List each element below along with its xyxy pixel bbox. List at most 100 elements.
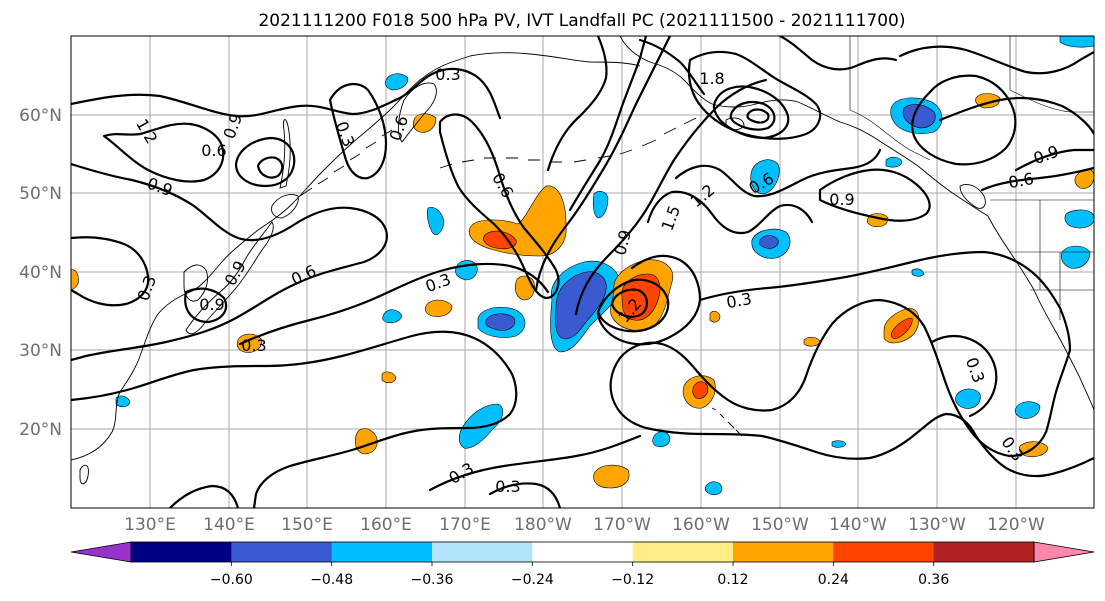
pv-contour-line bbox=[698, 250, 1072, 352]
lat-label: 20°N bbox=[19, 420, 62, 440]
colorbar-extend-min bbox=[70, 541, 132, 563]
positive-anomaly-region bbox=[424, 299, 453, 317]
negative-anomaly-region bbox=[911, 268, 925, 277]
positive-anomaly-region bbox=[412, 113, 437, 133]
negative-anomaly-region bbox=[652, 431, 671, 448]
vancouver-island bbox=[959, 184, 986, 209]
lon-label: 120°W bbox=[987, 515, 1045, 535]
negative-anomaly-region bbox=[750, 159, 780, 195]
kamchatka-coastline bbox=[397, 82, 437, 143]
lat-label: 60°N bbox=[19, 106, 62, 126]
lon-label: 170°W bbox=[593, 515, 651, 535]
pv-contours bbox=[71, 36, 1094, 508]
colorbar-segment bbox=[933, 542, 1035, 562]
pv-contour-line bbox=[596, 278, 670, 333]
pv-contour-line bbox=[328, 82, 388, 180]
negative-anomaly-region bbox=[1064, 209, 1094, 229]
colorbar-segment bbox=[532, 542, 634, 562]
pv-contour-line bbox=[1014, 148, 1094, 172]
negative-anomaly-region bbox=[555, 271, 607, 340]
colorbar-segment bbox=[432, 542, 533, 562]
contour-label: 0.9 bbox=[199, 295, 224, 314]
positive-anomaly-region bbox=[692, 381, 709, 399]
contour-label: 0.3 bbox=[241, 336, 266, 355]
negative-anomaly-region bbox=[426, 207, 445, 235]
contour-label: 0.3 bbox=[725, 289, 753, 312]
colorbar-ticks: −0.60 −0.48 −0.36 −0.24 −0.12 0.12 0.24 0.36 bbox=[210, 562, 949, 588]
alaska-coastline bbox=[619, 36, 989, 217]
pv-contour-line bbox=[596, 254, 702, 346]
colorbar-tick-label: 0.36 bbox=[918, 572, 949, 588]
positive-anomaly-region bbox=[803, 336, 821, 347]
colorbar-tick-label: −0.12 bbox=[611, 572, 654, 588]
pv-contour-line bbox=[438, 113, 560, 300]
positive-anomaly-region bbox=[514, 275, 535, 301]
contour-label: 0.6 bbox=[201, 141, 226, 160]
lon-label: 130°E bbox=[124, 515, 176, 535]
negative-anomaly-region bbox=[758, 235, 779, 249]
colorbar-tick-label: −0.24 bbox=[511, 572, 554, 588]
lon-label: 160°W bbox=[672, 515, 730, 535]
sakhalin-coastline bbox=[279, 119, 291, 189]
contour-label: 0.3 bbox=[495, 477, 520, 496]
pv-contour-line bbox=[428, 434, 642, 492]
lon-label: 130°W bbox=[908, 515, 966, 535]
negative-anomaly-region bbox=[704, 481, 723, 496]
colorbar-segment bbox=[231, 542, 333, 562]
positive-anomaly-region bbox=[593, 464, 630, 489]
lon-label: 140°E bbox=[203, 515, 255, 535]
japan-coastline bbox=[185, 221, 274, 335]
colorbar-tick-label: 0.12 bbox=[717, 572, 748, 588]
pv-contour-line bbox=[778, 36, 898, 71]
hokkaido-coastline bbox=[271, 194, 299, 219]
colorbar: −0.60 −0.48 −0.36 −0.24 −0.12 0.12 0.24 0.36 bbox=[70, 541, 1095, 588]
negative-anomaly-region bbox=[885, 156, 903, 168]
negative-anomaly-region bbox=[1060, 245, 1091, 269]
longitude-labels: 130°E 140°E 150°E 160°E 170°E 180°W 170°… bbox=[124, 515, 1045, 535]
lon-label: 140°W bbox=[829, 515, 887, 535]
figure-title: 2021111200 F018 500 hPa PV, IVT Landfall… bbox=[258, 11, 905, 31]
positive-anomaly-region bbox=[890, 317, 913, 339]
colorbar-tick-label: 0.24 bbox=[818, 572, 849, 588]
pv-contour-line bbox=[256, 156, 284, 179]
pv-contour-line bbox=[488, 482, 562, 508]
colorbar-segment bbox=[632, 542, 734, 562]
political-borders bbox=[849, 36, 1094, 320]
pv-contour-line bbox=[674, 148, 882, 198]
pv-contour-line bbox=[938, 96, 1094, 136]
pv-contour-line bbox=[729, 101, 776, 131]
lon-label: 160°E bbox=[360, 515, 412, 535]
negative-anomaly-region bbox=[1014, 401, 1041, 419]
pv-contour-line bbox=[71, 330, 518, 416]
colorbar-frame bbox=[130, 541, 1035, 563]
taiwan-coastline bbox=[79, 464, 89, 485]
colorbar-extend-max bbox=[1033, 541, 1095, 563]
pv-contour-line bbox=[71, 162, 388, 362]
pv-contour-line bbox=[574, 78, 768, 316]
pv-contour-line bbox=[646, 190, 814, 235]
negative-anomaly-region bbox=[592, 191, 609, 219]
colorbar-tick-label: −0.60 bbox=[210, 572, 253, 588]
lat-label: 50°N bbox=[19, 184, 62, 204]
kuril-islands bbox=[299, 129, 393, 197]
positive-anomaly-region bbox=[381, 371, 397, 384]
hawaii-islands bbox=[711, 407, 743, 437]
colorbar-tick-label: −0.48 bbox=[310, 572, 353, 588]
negative-anomaly-region bbox=[955, 388, 981, 409]
pv-contour-line bbox=[818, 168, 931, 222]
canada-province-borders bbox=[1009, 36, 1094, 113]
lat-label: 30°N bbox=[19, 341, 62, 361]
us-state-borders bbox=[1010, 200, 1094, 320]
korea-coastline bbox=[183, 264, 209, 302]
pv-contour-line bbox=[238, 262, 550, 346]
contour-label: 0.6 bbox=[1007, 169, 1035, 192]
latitude-labels: 60°N 50°N 40°N 30°N 20°N bbox=[19, 106, 62, 440]
pv-contour-line bbox=[930, 334, 998, 418]
positive-anomaly-region bbox=[236, 333, 263, 353]
pv-contour-line bbox=[980, 166, 1094, 192]
asia-coastline bbox=[71, 52, 641, 461]
contour-label: 0.9 bbox=[829, 190, 854, 209]
ivt-shading bbox=[71, 36, 1094, 496]
pv-contour-line bbox=[687, 50, 822, 140]
colorbar-segment bbox=[733, 542, 834, 562]
